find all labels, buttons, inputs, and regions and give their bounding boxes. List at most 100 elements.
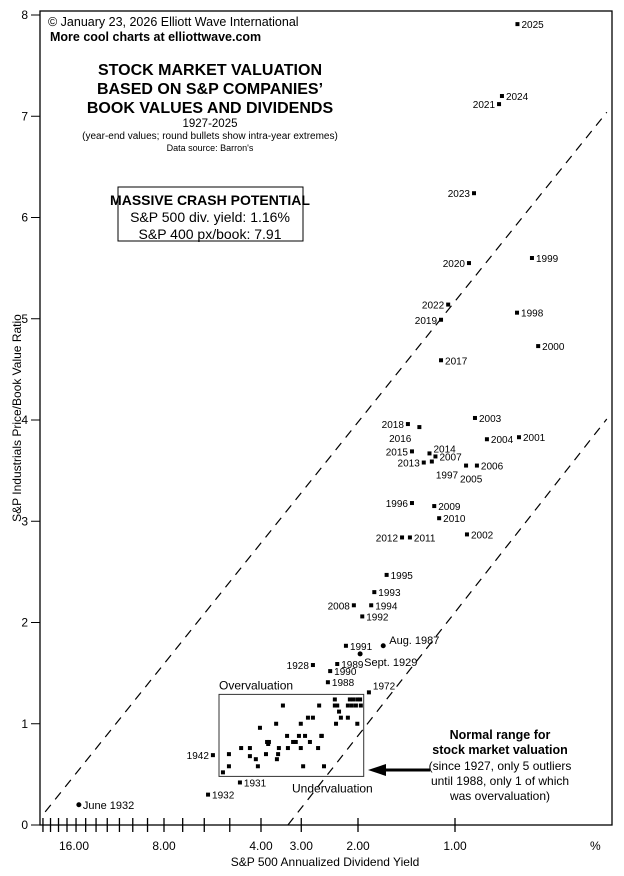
point-label: 2024: [506, 92, 529, 103]
point-label: 2003: [479, 414, 502, 425]
data-point: [328, 669, 333, 674]
point-label: 1993: [378, 588, 401, 599]
data-point: [400, 535, 405, 540]
data-point: [322, 764, 327, 769]
data-point: [276, 746, 281, 751]
data-point: [409, 449, 414, 454]
point-label: 1997: [436, 471, 459, 482]
point-label: 1996: [386, 499, 409, 510]
data-point: [226, 764, 231, 769]
subtitle: 1927-2025: [183, 118, 238, 130]
data-point: [345, 703, 350, 708]
annotation-body-3: was overvaluation): [449, 789, 550, 803]
data-point: [536, 344, 541, 349]
overvaluation-label: Overvaluation: [219, 678, 293, 692]
crash-callout-box: [117, 186, 304, 242]
source: Data source: Barron's: [167, 143, 254, 153]
plot-frame: [39, 10, 613, 826]
point-label: 1995: [391, 571, 414, 582]
data-point: [407, 535, 412, 540]
data-point: [349, 703, 354, 708]
data-point: [325, 680, 330, 685]
y-tick-label: 3: [21, 514, 28, 528]
data-point: [317, 703, 322, 708]
title-line-2: BASED ON S&P COMPANIES’: [97, 81, 323, 98]
data-point: [474, 463, 479, 468]
data-point: [274, 757, 279, 762]
annotation-heading-2: stock market valuation: [432, 743, 567, 757]
extreme-point: [380, 643, 386, 649]
point-label: 2021: [473, 100, 496, 111]
point-label: 2014: [433, 444, 456, 455]
data-point: [516, 435, 521, 440]
lower-line-dashed: [287, 418, 608, 826]
annotation-heading-1: Normal range for: [450, 728, 551, 742]
data-point: [372, 590, 377, 595]
point-label: 1994: [375, 601, 398, 612]
annotation-body-2: until 1988, only 1 of which: [431, 774, 569, 788]
data-point: [335, 703, 340, 708]
data-point: [417, 425, 422, 430]
point-label: June 1932: [83, 800, 134, 812]
data-point: [310, 663, 315, 668]
x-tick-label: 1.00: [443, 839, 467, 853]
data-point: [293, 739, 298, 744]
point-label: 2016: [389, 434, 412, 445]
data-point: [266, 742, 271, 746]
data-point: [499, 94, 504, 98]
data-point: [439, 358, 444, 363]
point-label: 1992: [366, 612, 389, 623]
data-point: [515, 310, 520, 315]
data-point: [409, 501, 414, 506]
point-label: 2011: [414, 533, 436, 544]
point-label: 2005: [460, 475, 483, 486]
point-label: 2002: [471, 530, 494, 541]
y-tick-label: 4: [21, 413, 28, 427]
data-point: [296, 733, 301, 738]
data-point: [332, 703, 337, 708]
y-tick-label: 8: [21, 8, 28, 22]
data-point: [276, 752, 281, 757]
data-point: [464, 532, 469, 537]
point-label: 1999: [536, 254, 559, 265]
data-point: [255, 764, 260, 769]
data-point: [310, 715, 315, 720]
data-point: [237, 780, 242, 785]
data-point: [239, 746, 244, 751]
data-point: [446, 302, 451, 307]
data-point: [515, 22, 520, 27]
data-point: [285, 746, 290, 751]
data-point: [432, 504, 437, 509]
point-label: 2009: [438, 502, 461, 513]
y-tick-label: 1: [21, 717, 28, 731]
point-label: Aug. 1987: [389, 635, 439, 647]
point-label: 1991: [350, 642, 373, 653]
point-label: 1988: [332, 678, 355, 689]
data-point: [253, 757, 258, 762]
data-point: [464, 463, 469, 468]
data-point: [351, 697, 356, 702]
callout-pxbook: S&P 400 px/book: 7.91: [139, 226, 282, 242]
data-point: [347, 697, 352, 702]
point-label: 2015: [386, 447, 409, 458]
x-unit-label: %: [590, 839, 601, 853]
upper-line-dashed: [44, 111, 608, 813]
data-point: [280, 703, 285, 708]
point-label: 1931: [244, 778, 267, 789]
point-label: 1998: [521, 309, 544, 320]
data-point: [343, 643, 348, 648]
title-line-1: STOCK MARKET VALUATION: [98, 62, 322, 79]
point-label: 2023: [448, 189, 471, 200]
normal-range-box: [218, 693, 365, 777]
data-point: [274, 721, 279, 726]
data-point: [366, 690, 371, 695]
x-tick-label: 2.00: [346, 839, 370, 853]
data-point: [360, 614, 365, 619]
data-point: [226, 752, 231, 757]
data-point: [358, 703, 363, 708]
promo-link[interactable]: More cool charts at elliottwave.com: [50, 30, 261, 44]
x-axis-label: S&P 500 Annualized Dividend Yield: [231, 855, 420, 869]
point-label: 2019: [415, 316, 438, 327]
data-point: [358, 697, 363, 702]
point-label: 2013: [398, 459, 421, 470]
